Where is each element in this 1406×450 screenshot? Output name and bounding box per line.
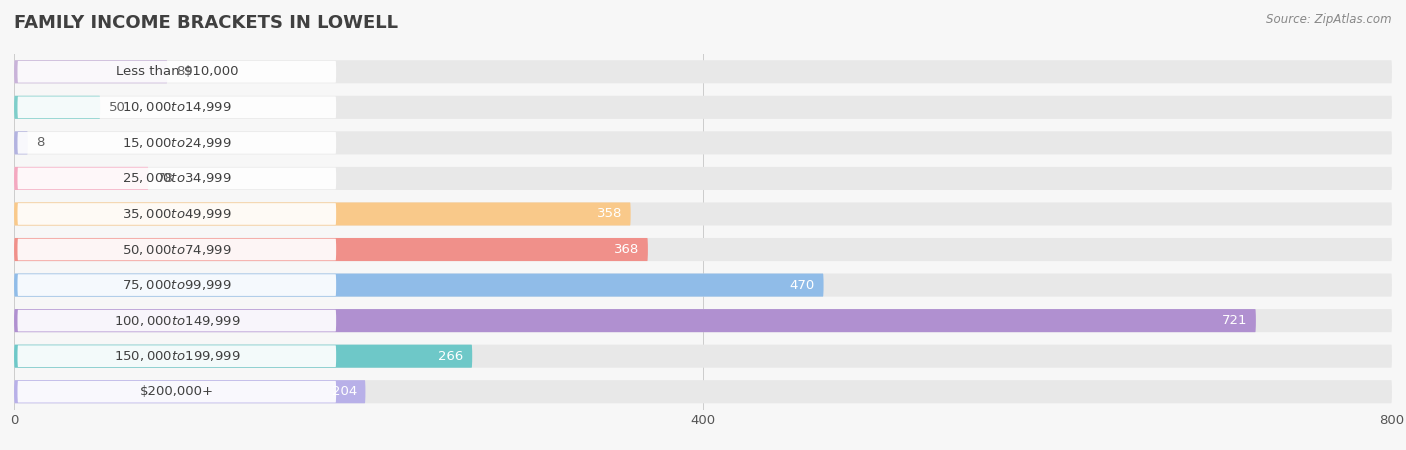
FancyBboxPatch shape — [17, 310, 336, 332]
FancyBboxPatch shape — [14, 60, 1392, 83]
Text: $50,000 to $74,999: $50,000 to $74,999 — [122, 243, 232, 256]
Text: $75,000 to $99,999: $75,000 to $99,999 — [122, 278, 232, 292]
FancyBboxPatch shape — [17, 96, 336, 118]
Text: 358: 358 — [596, 207, 621, 220]
Text: FAMILY INCOME BRACKETS IN LOWELL: FAMILY INCOME BRACKETS IN LOWELL — [14, 14, 398, 32]
FancyBboxPatch shape — [14, 96, 100, 119]
Text: 266: 266 — [439, 350, 464, 363]
FancyBboxPatch shape — [17, 132, 336, 154]
FancyBboxPatch shape — [14, 202, 1392, 225]
FancyBboxPatch shape — [17, 381, 336, 403]
Text: 204: 204 — [332, 385, 357, 398]
FancyBboxPatch shape — [14, 345, 1392, 368]
Text: $200,000+: $200,000+ — [139, 385, 214, 398]
FancyBboxPatch shape — [14, 167, 1392, 190]
FancyBboxPatch shape — [14, 167, 149, 190]
Text: $35,000 to $49,999: $35,000 to $49,999 — [122, 207, 232, 221]
FancyBboxPatch shape — [14, 274, 1392, 297]
Text: 470: 470 — [790, 279, 815, 292]
FancyBboxPatch shape — [17, 238, 336, 261]
FancyBboxPatch shape — [14, 309, 1256, 332]
FancyBboxPatch shape — [14, 60, 167, 83]
FancyBboxPatch shape — [17, 167, 336, 189]
Text: 89: 89 — [176, 65, 193, 78]
FancyBboxPatch shape — [17, 274, 336, 296]
Text: $150,000 to $199,999: $150,000 to $199,999 — [114, 349, 240, 363]
Text: 78: 78 — [157, 172, 174, 185]
Text: 50: 50 — [108, 101, 125, 114]
Text: Source: ZipAtlas.com: Source: ZipAtlas.com — [1267, 14, 1392, 27]
FancyBboxPatch shape — [14, 238, 648, 261]
FancyBboxPatch shape — [14, 202, 631, 225]
FancyBboxPatch shape — [14, 238, 1392, 261]
FancyBboxPatch shape — [14, 274, 824, 297]
Text: 368: 368 — [614, 243, 640, 256]
FancyBboxPatch shape — [17, 61, 336, 83]
Text: 8: 8 — [37, 136, 45, 149]
FancyBboxPatch shape — [14, 131, 28, 154]
FancyBboxPatch shape — [17, 203, 336, 225]
FancyBboxPatch shape — [14, 380, 1392, 403]
Text: $10,000 to $14,999: $10,000 to $14,999 — [122, 100, 232, 114]
Text: $15,000 to $24,999: $15,000 to $24,999 — [122, 136, 232, 150]
Text: 721: 721 — [1222, 314, 1247, 327]
FancyBboxPatch shape — [14, 309, 1392, 332]
FancyBboxPatch shape — [14, 131, 1392, 154]
FancyBboxPatch shape — [14, 96, 1392, 119]
FancyBboxPatch shape — [17, 345, 336, 367]
Text: Less than $10,000: Less than $10,000 — [115, 65, 238, 78]
Text: $25,000 to $34,999: $25,000 to $34,999 — [122, 171, 232, 185]
Text: $100,000 to $149,999: $100,000 to $149,999 — [114, 314, 240, 328]
FancyBboxPatch shape — [14, 380, 366, 403]
FancyBboxPatch shape — [14, 345, 472, 368]
